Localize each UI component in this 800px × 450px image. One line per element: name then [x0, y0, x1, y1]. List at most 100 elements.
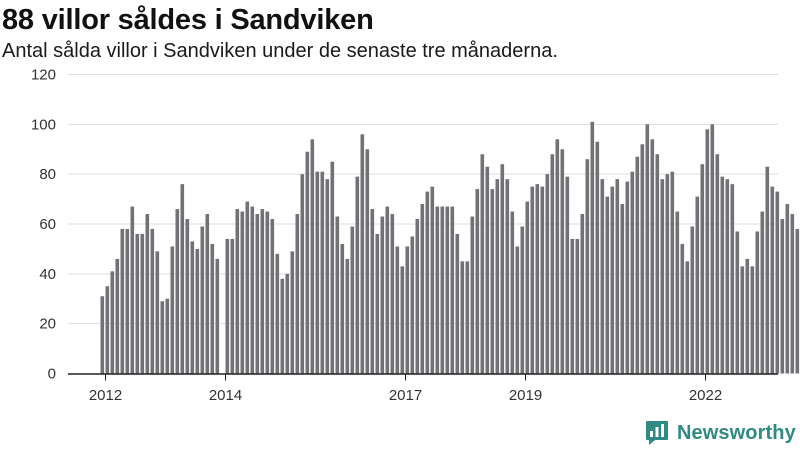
bar [125, 228, 130, 374]
bar [685, 261, 690, 374]
bar [710, 124, 715, 374]
bar [570, 238, 575, 374]
bar [545, 174, 550, 374]
bar [755, 231, 760, 374]
bar [595, 141, 600, 374]
bar [490, 189, 495, 374]
bar [415, 219, 420, 374]
bar [250, 206, 255, 374]
bar [210, 243, 215, 374]
bar [480, 154, 485, 374]
bar [380, 216, 385, 374]
y-tick-label: 40 [39, 266, 56, 283]
x-tick-label: 2019 [509, 387, 542, 404]
bar [115, 258, 120, 374]
bar [350, 226, 355, 374]
bar [470, 216, 475, 374]
bar [540, 186, 545, 374]
brand-name: Newsworthy [677, 421, 796, 444]
y-tick-label: 100 [31, 116, 56, 133]
bar [670, 171, 675, 374]
bar [405, 246, 410, 374]
bar [745, 258, 750, 374]
bar [690, 226, 695, 374]
bar [175, 209, 180, 374]
bar [465, 261, 470, 374]
bar [420, 204, 425, 374]
bar [575, 238, 580, 374]
x-tick-label: 2014 [209, 387, 242, 404]
bar [450, 206, 455, 374]
bar [155, 251, 160, 374]
bars [100, 121, 800, 374]
bar [555, 139, 560, 374]
bar [600, 179, 605, 374]
chart-title: 88 villor såldes i Sandviken [2, 4, 374, 36]
bar [620, 204, 625, 374]
y-tick-label: 20 [39, 316, 56, 333]
bar [680, 243, 685, 374]
bar [515, 246, 520, 374]
bar [565, 176, 570, 374]
bar [625, 181, 630, 374]
bar [530, 186, 535, 374]
bar [295, 214, 300, 374]
bar [605, 196, 610, 374]
bar [150, 228, 155, 374]
bar [475, 189, 480, 374]
bar [430, 186, 435, 374]
bar [695, 196, 700, 374]
bar [255, 214, 260, 374]
bar [215, 258, 220, 374]
bar [425, 191, 430, 374]
bar [165, 298, 170, 374]
bar [795, 228, 800, 374]
x-tick-label: 2017 [389, 387, 422, 404]
y-axis-labels: 0 20 40 60 80 100 120 [31, 67, 56, 383]
bar [765, 166, 770, 374]
bar [390, 214, 395, 374]
bar [590, 121, 595, 374]
bar [485, 166, 490, 374]
bar [615, 179, 620, 374]
newsworthy-chart-icon [646, 421, 668, 445]
bar [335, 216, 340, 374]
bar [290, 251, 295, 374]
bar [550, 154, 555, 374]
bar [735, 231, 740, 374]
bar [400, 266, 405, 374]
bar [310, 139, 315, 374]
bar [500, 164, 505, 374]
bar [270, 219, 275, 374]
bar [135, 233, 140, 374]
bar [510, 211, 515, 374]
bar [520, 226, 525, 374]
bar [190, 241, 195, 374]
newsworthy-logo[interactable]: Newsworthy [645, 420, 796, 446]
y-tick-label: 60 [39, 216, 56, 233]
bar [145, 214, 150, 374]
bar [185, 219, 190, 374]
x-tick-label: 2022 [689, 387, 722, 404]
bar [325, 179, 330, 374]
bar [160, 301, 165, 374]
bar [370, 209, 375, 374]
bar [730, 184, 735, 374]
bar [200, 226, 205, 374]
bar [355, 176, 360, 374]
bar [460, 261, 465, 374]
bar [275, 253, 280, 374]
bar [725, 179, 730, 374]
bar [225, 238, 230, 374]
bar [535, 184, 540, 374]
bar [235, 209, 240, 374]
bar [245, 201, 250, 374]
bar [105, 286, 110, 374]
bar [110, 271, 115, 374]
bar [760, 211, 765, 374]
bar [630, 171, 635, 374]
bar [560, 149, 565, 374]
bar [140, 233, 145, 374]
x-tick-label: 2012 [89, 387, 122, 404]
